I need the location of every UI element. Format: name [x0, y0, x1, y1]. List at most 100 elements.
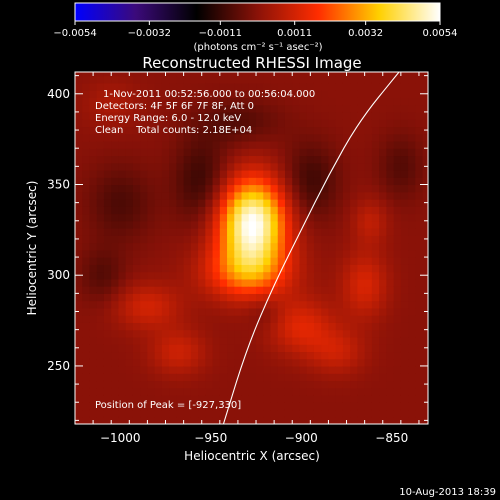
heatmap-cell — [350, 249, 358, 258]
heatmap-cell — [75, 140, 83, 149]
heatmap-cell — [350, 235, 358, 244]
heatmap-cell — [212, 97, 221, 106]
heatmap-cell — [248, 162, 257, 171]
heatmap-cell — [313, 162, 322, 171]
heatmap-cell — [118, 394, 127, 403]
heatmap-cell — [263, 336, 272, 345]
heatmap-cell — [270, 249, 279, 258]
heatmap-cell — [299, 394, 308, 403]
heatmap-cell — [379, 177, 387, 186]
heatmap-cell — [154, 402, 163, 411]
colorbar-tick-label: 0.0032 — [348, 28, 383, 39]
heatmap-cell — [212, 329, 221, 338]
heatmap-cell — [161, 257, 170, 265]
heatmap-cell — [277, 271, 286, 280]
heatmap-cell — [313, 271, 322, 280]
heatmap-cell — [118, 155, 127, 164]
heatmap-cell — [400, 257, 409, 265]
heatmap-cell — [219, 148, 228, 157]
heatmap-cell — [400, 133, 409, 142]
heatmap-cell — [342, 162, 351, 171]
heatmap-cell — [386, 351, 395, 360]
heatmap-cell — [190, 286, 199, 294]
heatmap-cell — [147, 199, 156, 207]
heatmap-cell — [256, 213, 264, 222]
heatmap-cell — [176, 351, 185, 360]
heatmap-cell — [284, 213, 293, 222]
heatmap-cell — [408, 394, 416, 403]
heatmap-cell — [89, 358, 98, 367]
heatmap-cell — [132, 286, 141, 294]
heatmap-cell — [147, 271, 156, 280]
heatmap-cell — [198, 155, 206, 164]
heatmap-cell — [284, 177, 293, 186]
heatmap-cell — [75, 300, 83, 309]
heatmap-cell — [154, 148, 163, 157]
heatmap-cell — [321, 148, 330, 157]
heatmap-cell — [335, 97, 344, 106]
heatmap-cell — [198, 387, 206, 396]
heatmap-cell — [169, 228, 177, 236]
heatmap-cell — [248, 373, 257, 382]
heatmap-cell — [219, 104, 228, 113]
heatmap-cell — [248, 365, 257, 374]
heatmap-cell — [176, 235, 185, 244]
heatmap-cell — [241, 199, 250, 207]
heatmap-cell — [96, 169, 105, 178]
heatmap-cell — [306, 90, 315, 98]
heatmap-cell — [111, 315, 120, 323]
heatmap-cell — [364, 213, 373, 222]
heatmap-cell — [386, 228, 395, 236]
heatmap-cell — [169, 402, 177, 411]
heatmap-cell — [147, 235, 156, 244]
heatmap-cell — [234, 249, 243, 258]
heatmap-cell — [75, 402, 83, 411]
heatmap-cell — [393, 199, 402, 207]
heatmap-cell — [111, 373, 120, 382]
heatmap-cell — [169, 271, 177, 280]
heatmap-cell — [75, 365, 83, 374]
heatmap-cell — [75, 329, 83, 338]
heatmap-cell — [379, 249, 387, 258]
heatmap-cell — [379, 126, 387, 135]
heatmap-cell — [103, 111, 112, 120]
heatmap-cell — [422, 293, 428, 302]
heatmap-cell — [118, 257, 127, 265]
heatmap-cell — [125, 278, 134, 287]
heatmap-cell — [379, 242, 387, 251]
heatmap-cell — [212, 373, 221, 382]
heatmap-cell — [270, 322, 279, 331]
heatmap-cell — [270, 140, 279, 149]
heatmap-cell — [256, 322, 264, 331]
heatmap-cell — [415, 177, 424, 186]
heatmap-cell — [386, 213, 395, 222]
heatmap-cell — [132, 119, 141, 128]
heatmap-cell — [248, 75, 257, 84]
heatmap-cell — [111, 293, 120, 302]
heatmap-cell — [169, 75, 177, 84]
heatmap-cell — [350, 271, 358, 280]
heatmap-cell — [422, 365, 428, 374]
heatmap-cell — [292, 82, 301, 91]
heatmap-cell — [96, 162, 105, 171]
heatmap-cell — [190, 271, 199, 280]
heatmap-cell — [342, 177, 351, 186]
heatmap-cell — [212, 286, 221, 294]
heatmap-cell — [241, 75, 250, 84]
heatmap-cell — [386, 155, 395, 164]
heatmap-cell — [234, 242, 243, 251]
heatmap-cell — [176, 155, 185, 164]
heatmap-cell — [248, 257, 257, 265]
heatmap-cell — [169, 315, 177, 323]
heatmap-cell — [111, 351, 120, 360]
heatmap-cell — [234, 75, 243, 84]
heatmap-cell — [111, 97, 120, 106]
heatmap-cell — [415, 162, 424, 171]
heatmap-cell — [154, 220, 163, 229]
heatmap-cell — [277, 155, 286, 164]
heatmap-cell — [89, 82, 98, 91]
heatmap-cell — [299, 72, 308, 77]
heatmap-cell — [89, 409, 98, 418]
heatmap-cell — [82, 220, 91, 229]
heatmap-cell — [393, 82, 402, 91]
